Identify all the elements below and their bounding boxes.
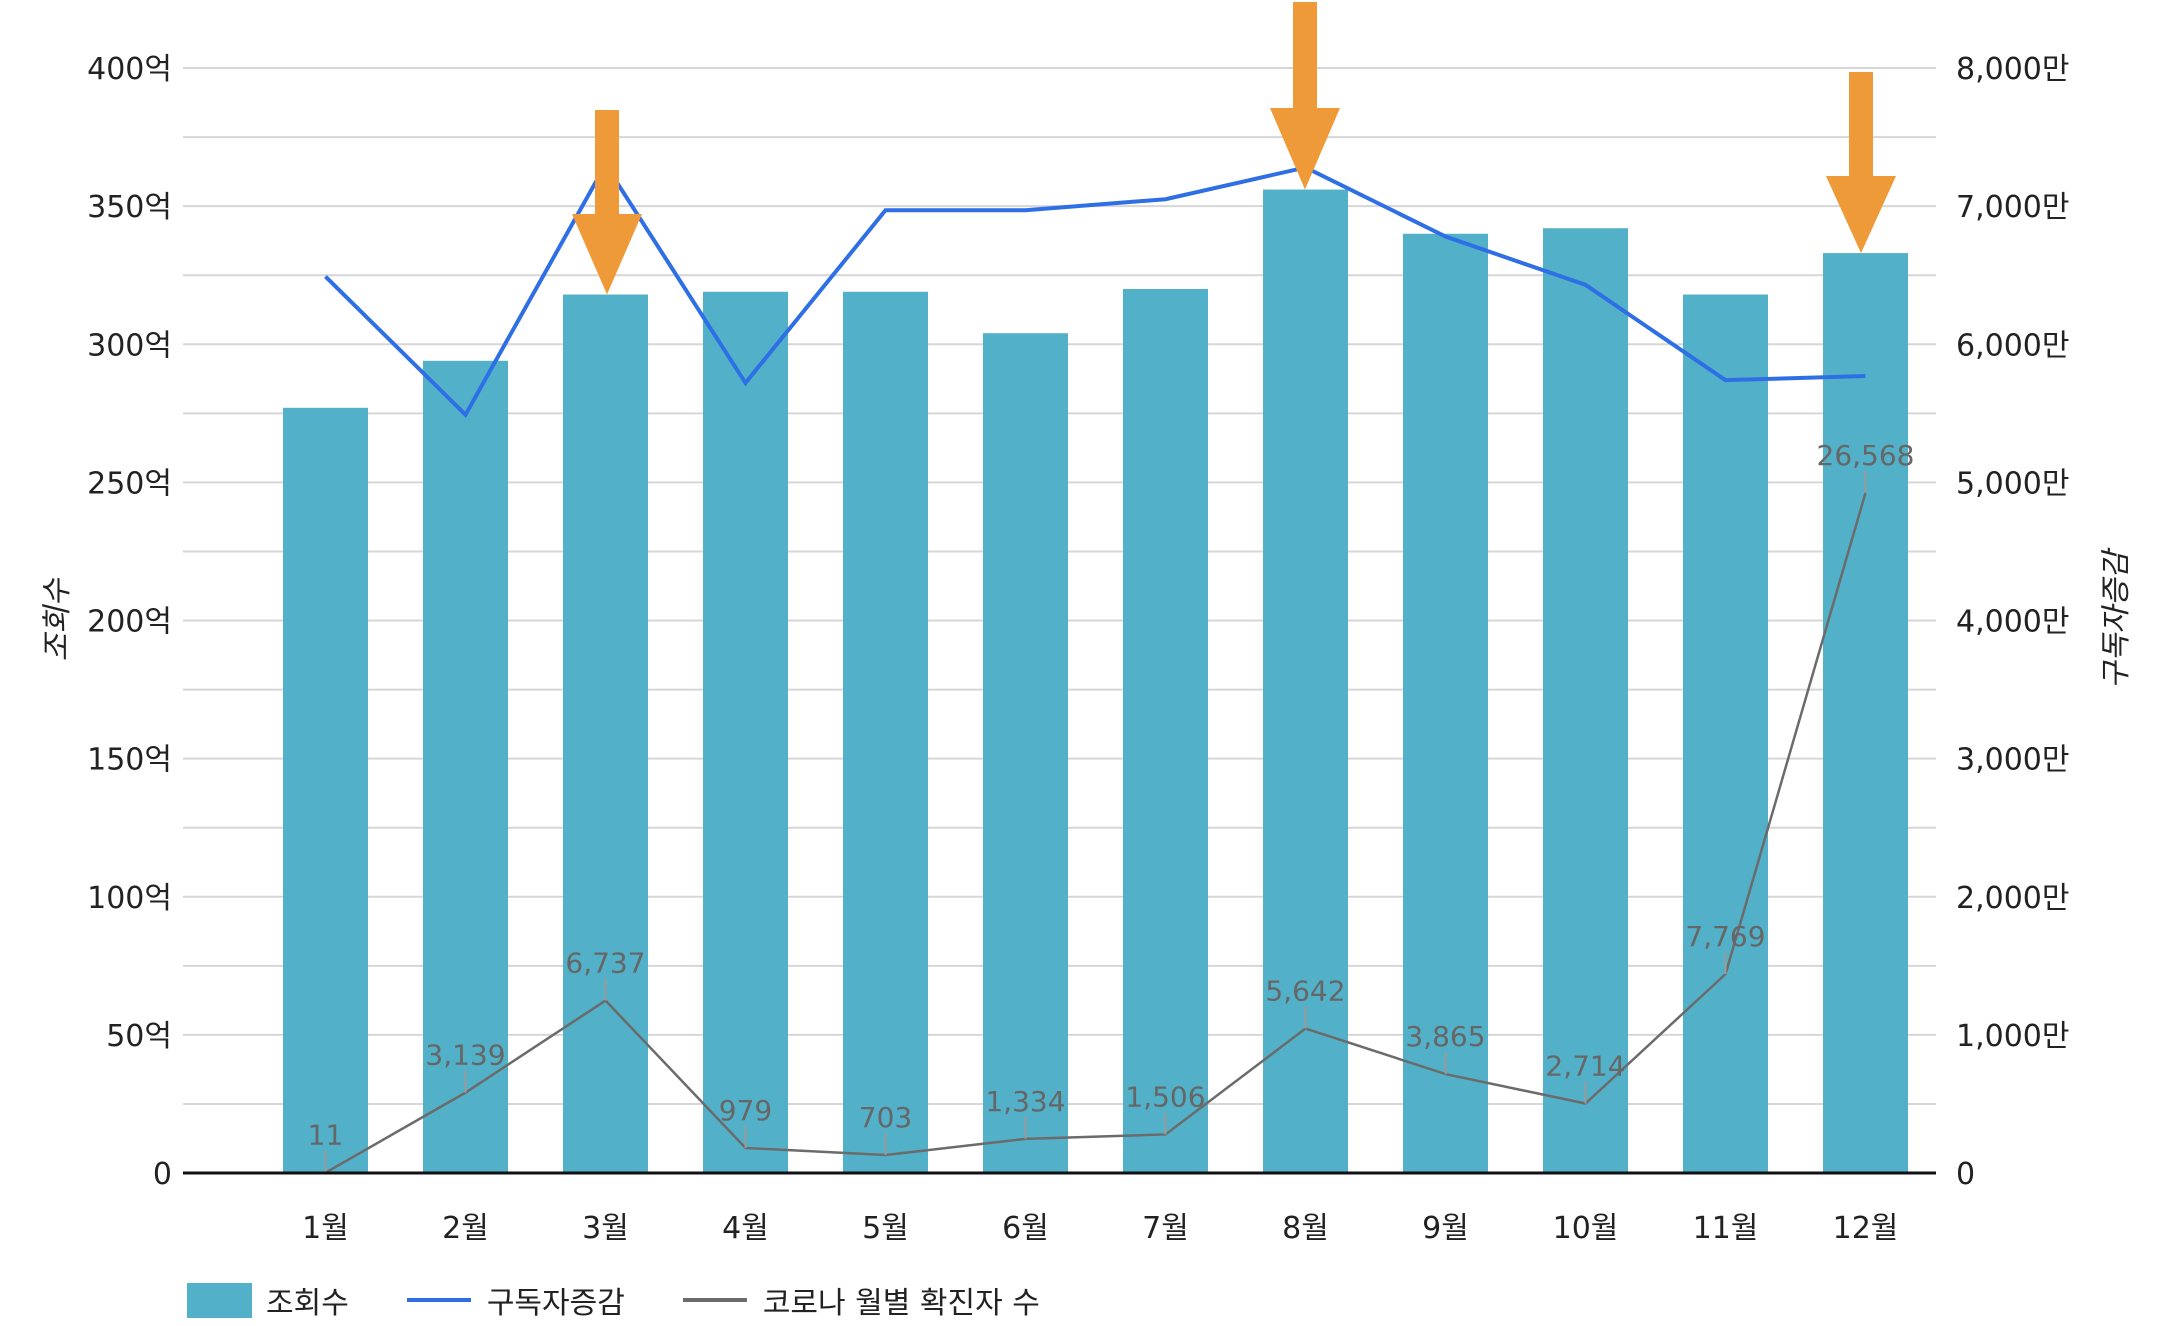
legend-label: 코로나 월별 확진자 수 <box>762 1286 1040 1321</box>
bar <box>1403 233 1488 1173</box>
bar <box>1543 228 1628 1174</box>
arrow-down-icon <box>1826 72 1896 254</box>
data-label: 3,865 <box>1405 1020 1485 1053</box>
right-tick-label: 7,000만 <box>1956 190 2069 225</box>
data-label: 3,139 <box>425 1039 505 1072</box>
x-tick-label: 5월 <box>862 1211 909 1246</box>
bar <box>703 291 788 1173</box>
right-axis-ticks: 0 1,000만 2,000만 3,000만 4,000만 5,000만 6,000만 7,0… <box>1956 52 2069 1192</box>
left-tick-label: 150억 <box>87 743 172 778</box>
data-label: 1,334 <box>985 1085 1065 1118</box>
right-tick-label: 3,000만 <box>1956 743 2069 778</box>
right-tick-label: 8,000만 <box>1956 52 2069 87</box>
right-tick-label: 2,000만 <box>1956 881 2069 916</box>
legend-swatch-views <box>187 1282 252 1318</box>
x-tick-label: 11월 <box>1693 1211 1759 1246</box>
x-tick-label: 10월 <box>1553 1211 1619 1246</box>
data-label: 7,769 <box>1685 920 1765 953</box>
x-tick-label: 3월 <box>582 1211 629 1246</box>
x-tick-label: 9월 <box>1422 1211 1469 1246</box>
line-series-subscribers <box>324 160 1866 418</box>
right-tick-label: 4,000만 <box>1956 605 2069 640</box>
data-label: 2,714 <box>1545 1050 1625 1083</box>
left-tick-label: 0 <box>153 1157 172 1192</box>
legend-label: 구독자증감 <box>486 1286 625 1321</box>
x-tick-label: 8월 <box>1282 1211 1329 1246</box>
left-axis-title: 조회수 <box>40 577 75 661</box>
legend-label: 조회수 <box>266 1286 349 1321</box>
x-tick-label: 7월 <box>1142 1211 1189 1246</box>
left-tick-label: 350억 <box>87 190 172 225</box>
legend-item-covid-cases[interactable]: 코로나 월별 확진자 수 <box>682 1278 1040 1322</box>
subscriber-line <box>324 160 1866 418</box>
data-label: 11 <box>308 1119 344 1152</box>
data-label: 6,737 <box>565 947 645 980</box>
right-tick-label: 1,000만 <box>1956 1019 2069 1054</box>
arrow-down-icon <box>1270 2 1340 190</box>
data-label: 703 <box>859 1101 912 1134</box>
data-label: 1,506 <box>1125 1080 1205 1113</box>
data-label: 26,568 <box>1817 439 1915 472</box>
legend-item-subscribers[interactable]: 구독자증감 <box>406 1278 625 1322</box>
legend-line-subscribers <box>406 1298 471 1302</box>
x-tick-label: 6월 <box>1002 1211 1049 1246</box>
left-tick-label: 200억 <box>87 605 172 640</box>
covid-cases-line <box>324 492 1867 1174</box>
bar <box>843 291 928 1173</box>
x-tick-label: 12월 <box>1833 1211 1899 1246</box>
bar <box>423 360 508 1173</box>
annotation-arrows <box>572 2 1896 295</box>
bar <box>1123 289 1208 1173</box>
data-label: 5,642 <box>1265 975 1345 1008</box>
right-tick-label: 5,000만 <box>1956 466 2069 501</box>
left-tick-label: 50억 <box>106 1019 172 1054</box>
data-label: 979 <box>719 1094 772 1127</box>
legend-line-covid-cases <box>682 1298 747 1302</box>
line-series-covid-cases: 11 3,139 6,737 979 703 1,334 1,506 5,642 3,865 2,… <box>308 439 1915 1174</box>
x-tick-label: 2월 <box>442 1211 489 1246</box>
x-tick-label: 1월 <box>302 1211 349 1246</box>
left-tick-label: 300억 <box>87 328 172 363</box>
legend-item-views[interactable]: 조회수 <box>187 1278 349 1322</box>
bar <box>1683 294 1768 1173</box>
x-tick-label: 4월 <box>722 1211 769 1246</box>
left-tick-label: 250억 <box>87 466 172 501</box>
bar <box>983 333 1068 1173</box>
right-tick-label: 6,000만 <box>1956 328 2069 363</box>
right-axis-title: 구독자증감 <box>2099 547 2134 689</box>
legend: 조회수 구독자증감 코로나 월별 확진자 수 <box>187 1278 1098 1322</box>
left-tick-label: 100억 <box>87 881 172 916</box>
right-tick-label: 0 <box>1956 1157 1975 1192</box>
x-axis-labels: 1월 2월 3월 4월 5월 6월 7월 8월 9월 10월 11월 12월 <box>302 1211 1898 1246</box>
arrow-down-icon <box>572 110 642 295</box>
left-tick-label: 400억 <box>87 52 172 87</box>
bar <box>283 407 368 1174</box>
bar <box>1823 253 1908 1173</box>
bar <box>563 294 648 1173</box>
left-axis-ticks: 0 50억 100억 150억 200억 250억 300억 350억 400억 <box>87 52 172 1192</box>
